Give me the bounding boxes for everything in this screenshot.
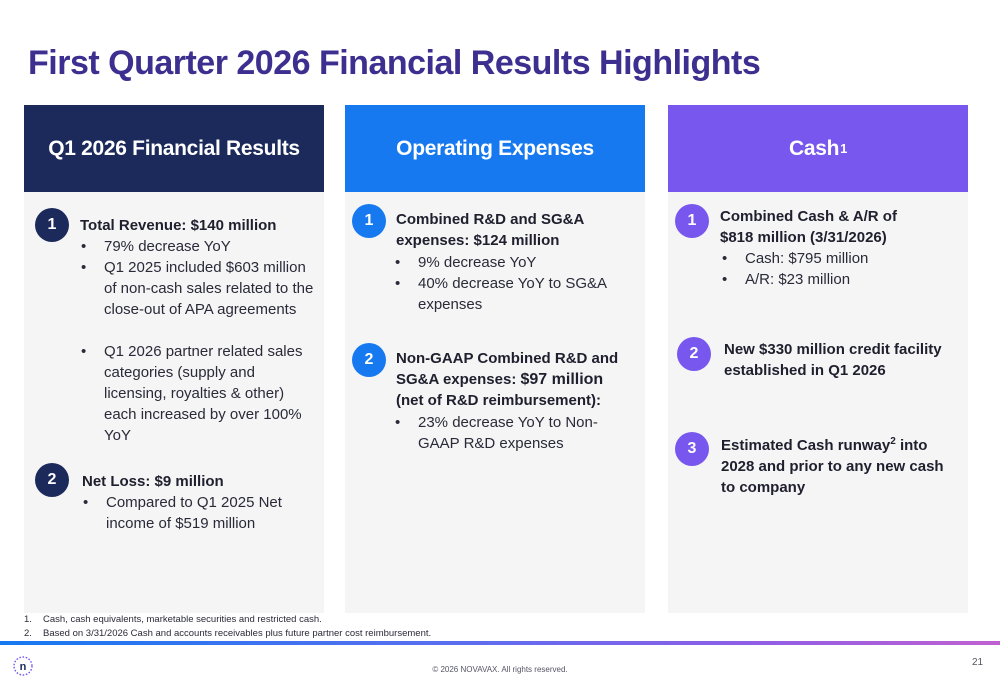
footnote: 2. Based on 3/31/2026 Cash and accounts …: [24, 627, 431, 641]
combined-expenses-bullets: 9% decrease YoY 40% decrease YoY to SG&A…: [393, 252, 628, 315]
bullet-item: 9% decrease YoY: [393, 252, 628, 273]
cash-runway-title-pre: Estimated Cash runway: [721, 437, 891, 454]
number-badge: 1: [675, 204, 709, 238]
non-gaap-title-line1: Non-GAAP Combined R&D and SG&A expenses:: [396, 350, 619, 388]
bullet-item: A/R: $23 million: [720, 269, 950, 290]
cash-header: Cash 1: [668, 105, 968, 192]
number-badge: 2: [677, 337, 711, 371]
non-gaap-expenses-title: Non-GAAP Combined R&D and SG&A expenses:…: [396, 348, 646, 411]
bullet-item: 79% decrease YoY: [79, 236, 319, 257]
footnote: 1. Cash, cash equivalents, marketable se…: [24, 613, 431, 627]
bullet-item: 40% decrease YoY to SG&A expenses: [393, 273, 628, 315]
cash-ar-bullets: Cash: $795 million A/R: $23 million: [720, 248, 950, 290]
bullet-item: Cash: $795 million: [720, 248, 950, 269]
cash-runway-title-post: into 2028 and prior to any new cash to c…: [721, 437, 944, 496]
novavax-logo-icon: n: [13, 656, 33, 676]
financial-results-column: Q1 2026 Financial Results 1 Total Revenu…: [24, 105, 324, 613]
logo-letter: n: [20, 661, 27, 673]
operating-expenses-column: Operating Expenses 1 Combined R&D and SG…: [345, 105, 645, 613]
non-gaap-title-line2: (net of R&D reimbursement):: [396, 392, 602, 409]
total-revenue-bullets: 79% decrease YoY Q1 2025 included $603 m…: [79, 236, 319, 446]
net-loss-title: Net Loss: $9 million: [82, 473, 224, 490]
net-loss-bullets: Compared to Q1 2025 Net income of $519 m…: [81, 492, 296, 534]
combined-expenses-title: Combined R&D and SG&A expenses: $124 mil…: [396, 211, 584, 249]
footnote-marker: 1: [840, 141, 848, 156]
footnotes: 1. Cash, cash equivalents, marketable se…: [24, 613, 431, 641]
footnote-number: 2.: [24, 628, 32, 639]
bullet-item: Compared to Q1 2025 Net income of $519 m…: [81, 492, 296, 534]
bullet-item: Q1 2025 included $603 million of non-cas…: [79, 257, 319, 320]
cash-ar-title: Combined Cash & A/R of $818 million (3/3…: [720, 208, 897, 246]
cash-runway-title: Estimated Cash runway2 into 2028 and pri…: [721, 431, 956, 498]
bullet-item: Q1 2026 partner related sales categories…: [79, 341, 319, 446]
number-badge: 1: [352, 204, 386, 238]
total-revenue-title: Total Revenue: $140 million: [80, 217, 277, 234]
page-number: 21: [972, 657, 984, 668]
number-badge: 2: [35, 463, 69, 497]
number-badge: 3: [675, 432, 709, 466]
footnote-number: 1.: [24, 614, 32, 625]
cash-header-label: Cash: [788, 136, 840, 160]
bullet-item: 23% decrease YoY to Non-GAAP R&D expense…: [393, 412, 633, 454]
non-gaap-amount: $97 million: [520, 371, 604, 388]
operating-expenses-header: Operating Expenses: [345, 105, 645, 192]
copyright: © 2026 NOVAVAX. All rights reserved.: [432, 665, 568, 674]
number-badge: 1: [35, 208, 69, 242]
credit-facility-title: New $330 million credit facility establi…: [724, 341, 942, 379]
number-badge: 2: [352, 343, 386, 377]
cash-column: Cash 1 1 Combined Cash & A/R of $818 mill…: [668, 105, 968, 613]
footnote-text: Based on 3/31/2026 Cash and accounts rec…: [43, 628, 432, 639]
financial-results-header: Q1 2026 Financial Results: [24, 105, 324, 192]
non-gaap-expenses-bullets: 23% decrease YoY to Non-GAAP R&D expense…: [393, 412, 633, 454]
footnote-marker: 2: [890, 436, 896, 447]
gradient-divider: [0, 641, 1000, 645]
footnote-text: Cash, cash equivalents, marketable secur…: [43, 614, 322, 625]
slide-title: First Quarter 2026 Financial Results Hig…: [28, 44, 761, 82]
